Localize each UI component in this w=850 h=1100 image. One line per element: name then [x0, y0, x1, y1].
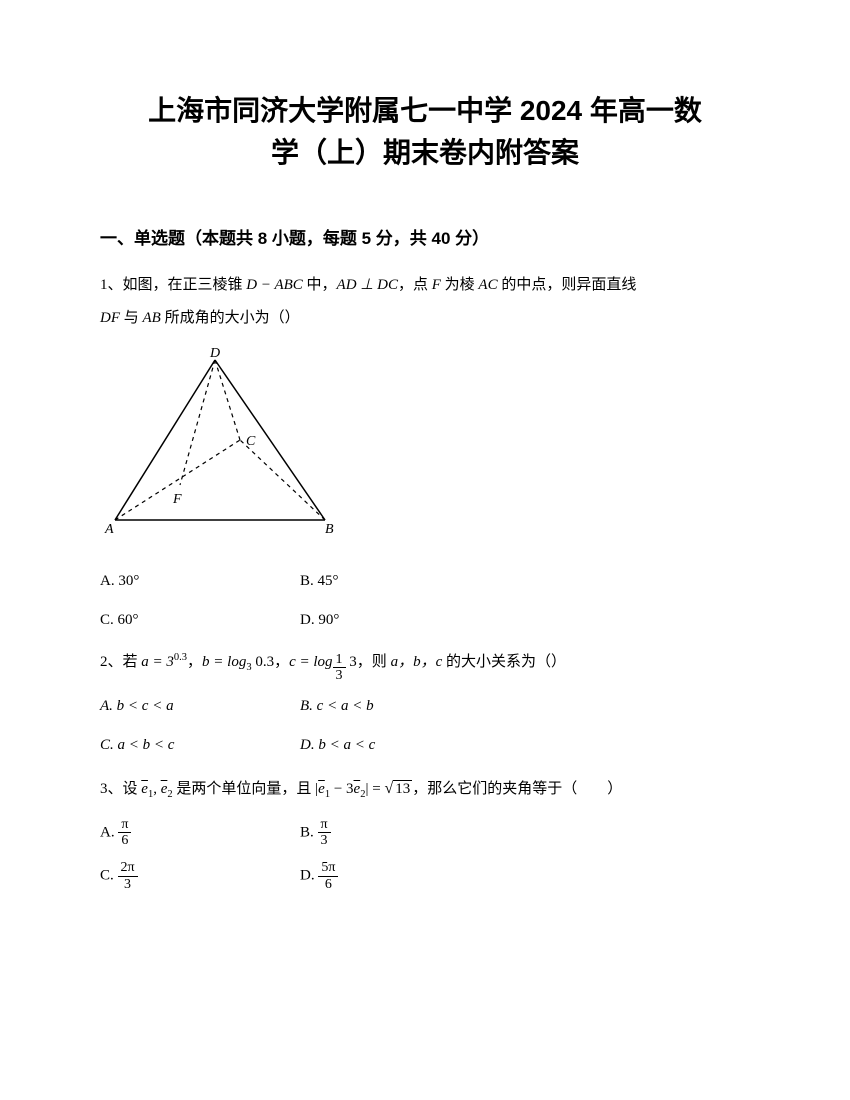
q2-options-row1: A. b < c < a B. c < a < b [100, 693, 750, 720]
q1-options-row2: C. 60° D. 90° [100, 607, 750, 634]
q3-option-a: A. π6 [100, 817, 300, 849]
q2-option-a: A. b < c < a [100, 693, 300, 720]
question-3-text: 3、设 e1, e2 是两个单位向量，且 |e1 − 3e2| = 13，那么它… [100, 771, 750, 806]
q2-option-c: C. a < b < c [100, 732, 300, 759]
vertex-c-label: C [246, 434, 256, 449]
q2-option-d: D. b < a < c [300, 732, 750, 759]
exam-title: 上海市同济大学附属七一中学 2024 年高一数 学（上）期末卷内附答案 [100, 90, 750, 174]
question-2: 2、若 a = 30.3，b = log3 0.3，c = log13 3，则 … [100, 646, 750, 759]
q3-option-c: C. 2π3 [100, 860, 300, 892]
question-1: 1、如图，在正三棱锥 D − ABC 中，AD ⊥ DC，点 F 为棱 AC 的… [100, 269, 750, 634]
question-2-text: 2、若 a = 30.3，b = log3 0.3，c = log13 3，则 … [100, 646, 750, 683]
q1-options-row1: A. 30° B. 45° [100, 568, 750, 595]
section-1-header: 一、单选题（本题共 8 小题，每题 5 分，共 40 分） [100, 224, 750, 249]
vertex-b-label: B [325, 522, 334, 537]
question-3: 3、设 e1, e2 是两个单位向量，且 |e1 − 3e2| = 13，那么它… [100, 771, 750, 892]
q3-option-b: B. π3 [300, 817, 750, 849]
q3-options-row1: A. π6 B. π3 [100, 817, 750, 849]
vertex-d-label: D [209, 346, 220, 361]
vertex-a-label: A [104, 522, 114, 537]
q2-option-b: B. c < a < b [300, 693, 750, 720]
pyramid-diagram: A B C D F [100, 345, 340, 540]
title-line2: 学（上）期末卷内附答案 [271, 137, 579, 168]
question-1-text: 1、如图，在正三棱锥 D − ABC 中，AD ⊥ DC，点 F 为棱 AC 的… [100, 269, 750, 335]
q1-option-d: D. 90° [300, 607, 750, 634]
q1-option-a: A. 30° [100, 568, 300, 595]
q3-options-row2: C. 2π3 D. 5π6 [100, 860, 750, 892]
question-1-figure: A B C D F [100, 345, 750, 553]
q2-options-row2: C. a < b < c D. b < a < c [100, 732, 750, 759]
q1-option-c: C. 60° [100, 607, 300, 634]
q1-option-b: B. 45° [300, 568, 750, 595]
q3-option-d: D. 5π6 [300, 860, 750, 892]
title-line1: 上海市同济大学附属七一中学 2024 年高一数 [148, 95, 702, 126]
vertex-f-label: F [172, 492, 182, 507]
